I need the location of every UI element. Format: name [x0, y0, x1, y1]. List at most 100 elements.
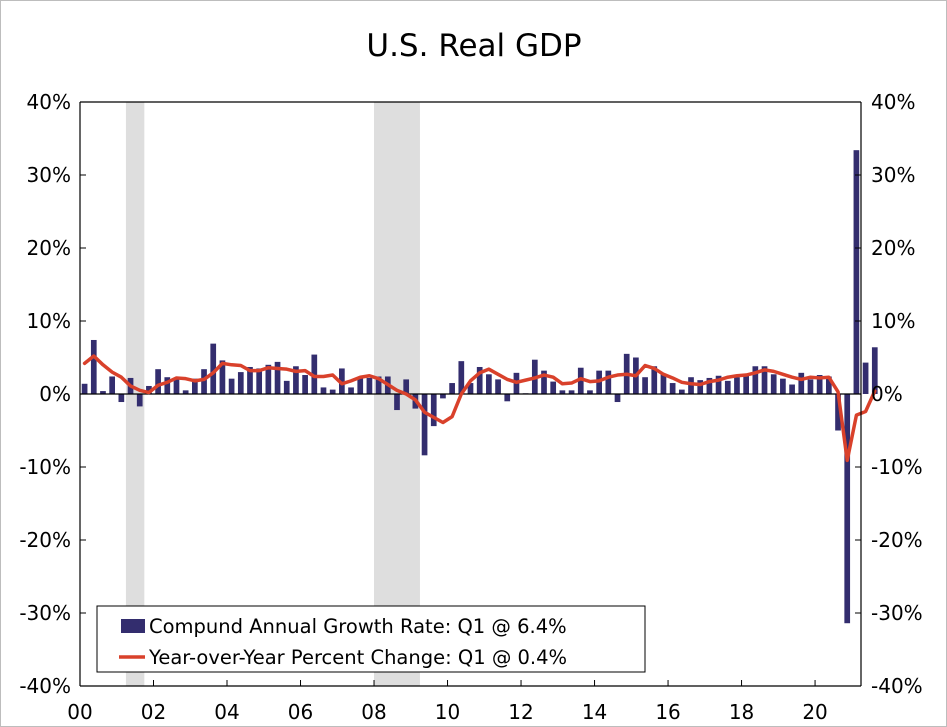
x-tick-label: 08: [361, 700, 386, 724]
bar-quarter-23: [283, 380, 290, 394]
bar-quarter-19: [247, 366, 253, 394]
bar-quarter-66: [678, 389, 685, 394]
bar-quarter-4: [109, 376, 116, 394]
bar-quarter-47: [504, 394, 511, 402]
bar-quarter-43: [467, 383, 474, 394]
bar-quarter-71: [724, 380, 731, 394]
x-tick-label: 20: [802, 700, 827, 724]
bar-quarter-65: [669, 383, 676, 394]
y-tick-label-left: 0%: [39, 382, 71, 406]
bar-quarter-64: [660, 374, 667, 394]
bar-quarter-41: [449, 383, 455, 394]
bar-quarter-21: [265, 364, 272, 394]
bar-quarter-53: [559, 390, 566, 394]
y-tick-label-right: 10%: [871, 309, 915, 333]
bar-quarter-31: [357, 377, 364, 394]
bar-quarter-62: [642, 377, 648, 394]
bar-quarter-33: [375, 376, 382, 394]
bar-quarter-42: [458, 361, 465, 394]
bar-quarter-15: [210, 343, 217, 394]
y-axis-right-labels: 40% 30% 20% 10% 0% -10% -20% -30% -40%: [871, 90, 923, 698]
legend-entry-yoy-change: Year-over-Year Percent Change: Q1 @ 0.4%: [148, 646, 567, 669]
bar-quarter-86: [862, 362, 869, 394]
bar-series-layer: [81, 150, 878, 624]
x-tick-label: 14: [582, 700, 607, 724]
bar-quarter-55: [577, 367, 584, 394]
bar-quarter-12: [182, 390, 189, 394]
y-tick-label-right: -10%: [871, 455, 923, 479]
x-axis-labels: 00 02 04 06 08 10 12 14 16 18 20: [67, 700, 828, 724]
chart-title: U.S. Real GDP: [366, 28, 581, 64]
x-tick-label: 18: [729, 700, 754, 724]
bar-quarter-22: [274, 361, 281, 394]
bar-quarter-36: [403, 379, 410, 394]
bar-quarter-45: [486, 374, 492, 394]
bar-quarter-81: [816, 375, 823, 394]
bar-quarter-76: [770, 374, 777, 394]
bar-quarter-24: [293, 366, 299, 394]
bar-quarter-14: [201, 369, 207, 394]
line-series-layer: [82, 354, 877, 463]
bar-quarter-38: [421, 394, 428, 456]
y-tick-label-left: -10%: [19, 455, 71, 479]
x-tick-label: 02: [141, 700, 166, 724]
y-tick-label-left: -20%: [19, 528, 71, 552]
bar-quarter-20: [256, 368, 263, 394]
bar-quarter-84: [844, 394, 851, 624]
x-tick-label: 06: [288, 700, 313, 724]
bar-quarter-39: [430, 394, 437, 427]
bar-quarter-35: [394, 394, 400, 411]
bar-quarter-68: [697, 380, 704, 394]
bar-quarter-87: [871, 347, 878, 394]
y-tick-label-right: -40%: [871, 674, 923, 698]
bar-quarter-54: [568, 390, 575, 394]
axes-layer: [79, 101, 862, 687]
x-tick-label: 04: [214, 700, 239, 724]
y-tick-label-left: -40%: [19, 674, 71, 698]
bar-quarter-1: [81, 383, 88, 394]
bar-quarter-28: [329, 389, 336, 394]
bar-quarter-82: [825, 376, 832, 394]
y-tick-label-left: 10%: [27, 309, 71, 333]
x-tick-label: 12: [508, 700, 533, 724]
bar-quarter-11: [173, 379, 180, 394]
y-tick-label-left: 30%: [27, 163, 71, 187]
y-tick-label-right: 20%: [871, 236, 915, 260]
bar-quarter-5: [118, 394, 125, 403]
bar-quarter-85: [853, 150, 860, 394]
bar-quarter-73: [743, 373, 749, 394]
bar-quarter-78: [789, 384, 795, 394]
bar-quarter-7: [136, 394, 143, 407]
bar-quarter-70: [715, 375, 722, 394]
bar-quarter-44: [476, 366, 483, 394]
bar-quarter-52: [550, 381, 557, 394]
bar-quarter-69: [706, 377, 713, 394]
y-tick-label-right: -30%: [871, 601, 923, 625]
y-tick-label-right: -20%: [871, 528, 923, 552]
bar-quarter-30: [348, 387, 354, 394]
bar-quarter-79: [798, 372, 805, 394]
bar-quarter-58: [605, 370, 612, 394]
bar-quarter-56: [587, 390, 593, 394]
bar-quarter-27: [320, 387, 327, 394]
bar-quarter-8: [146, 385, 152, 394]
bar-quarter-13: [192, 378, 198, 394]
bar-quarter-80: [807, 379, 814, 394]
legend-entry-growth-rate: Compund Annual Growth Rate: Q1 @ 6.4%: [149, 615, 567, 638]
legend-box: [96, 605, 646, 673]
y-tick-label-right: 40%: [871, 90, 915, 114]
x-tick-label: 10: [435, 700, 460, 724]
bar-quarter-16: [219, 360, 226, 394]
bar-quarter-77: [780, 378, 786, 394]
bar-quarter-46: [495, 379, 501, 394]
bar-quarter-25: [302, 375, 308, 394]
y-tick-label-left: 20%: [27, 236, 71, 260]
y-axis-left-labels: 40% 30% 20% 10% 0% -10% -20% -30% -40%: [19, 90, 71, 698]
legend-bar-swatch: [121, 619, 145, 633]
yoy-line: [82, 354, 877, 463]
bar-quarter-3: [100, 391, 106, 394]
bar-quarter-72: [734, 377, 740, 394]
x-tick-label: 00: [67, 700, 92, 724]
bar-quarter-26: [311, 354, 318, 394]
